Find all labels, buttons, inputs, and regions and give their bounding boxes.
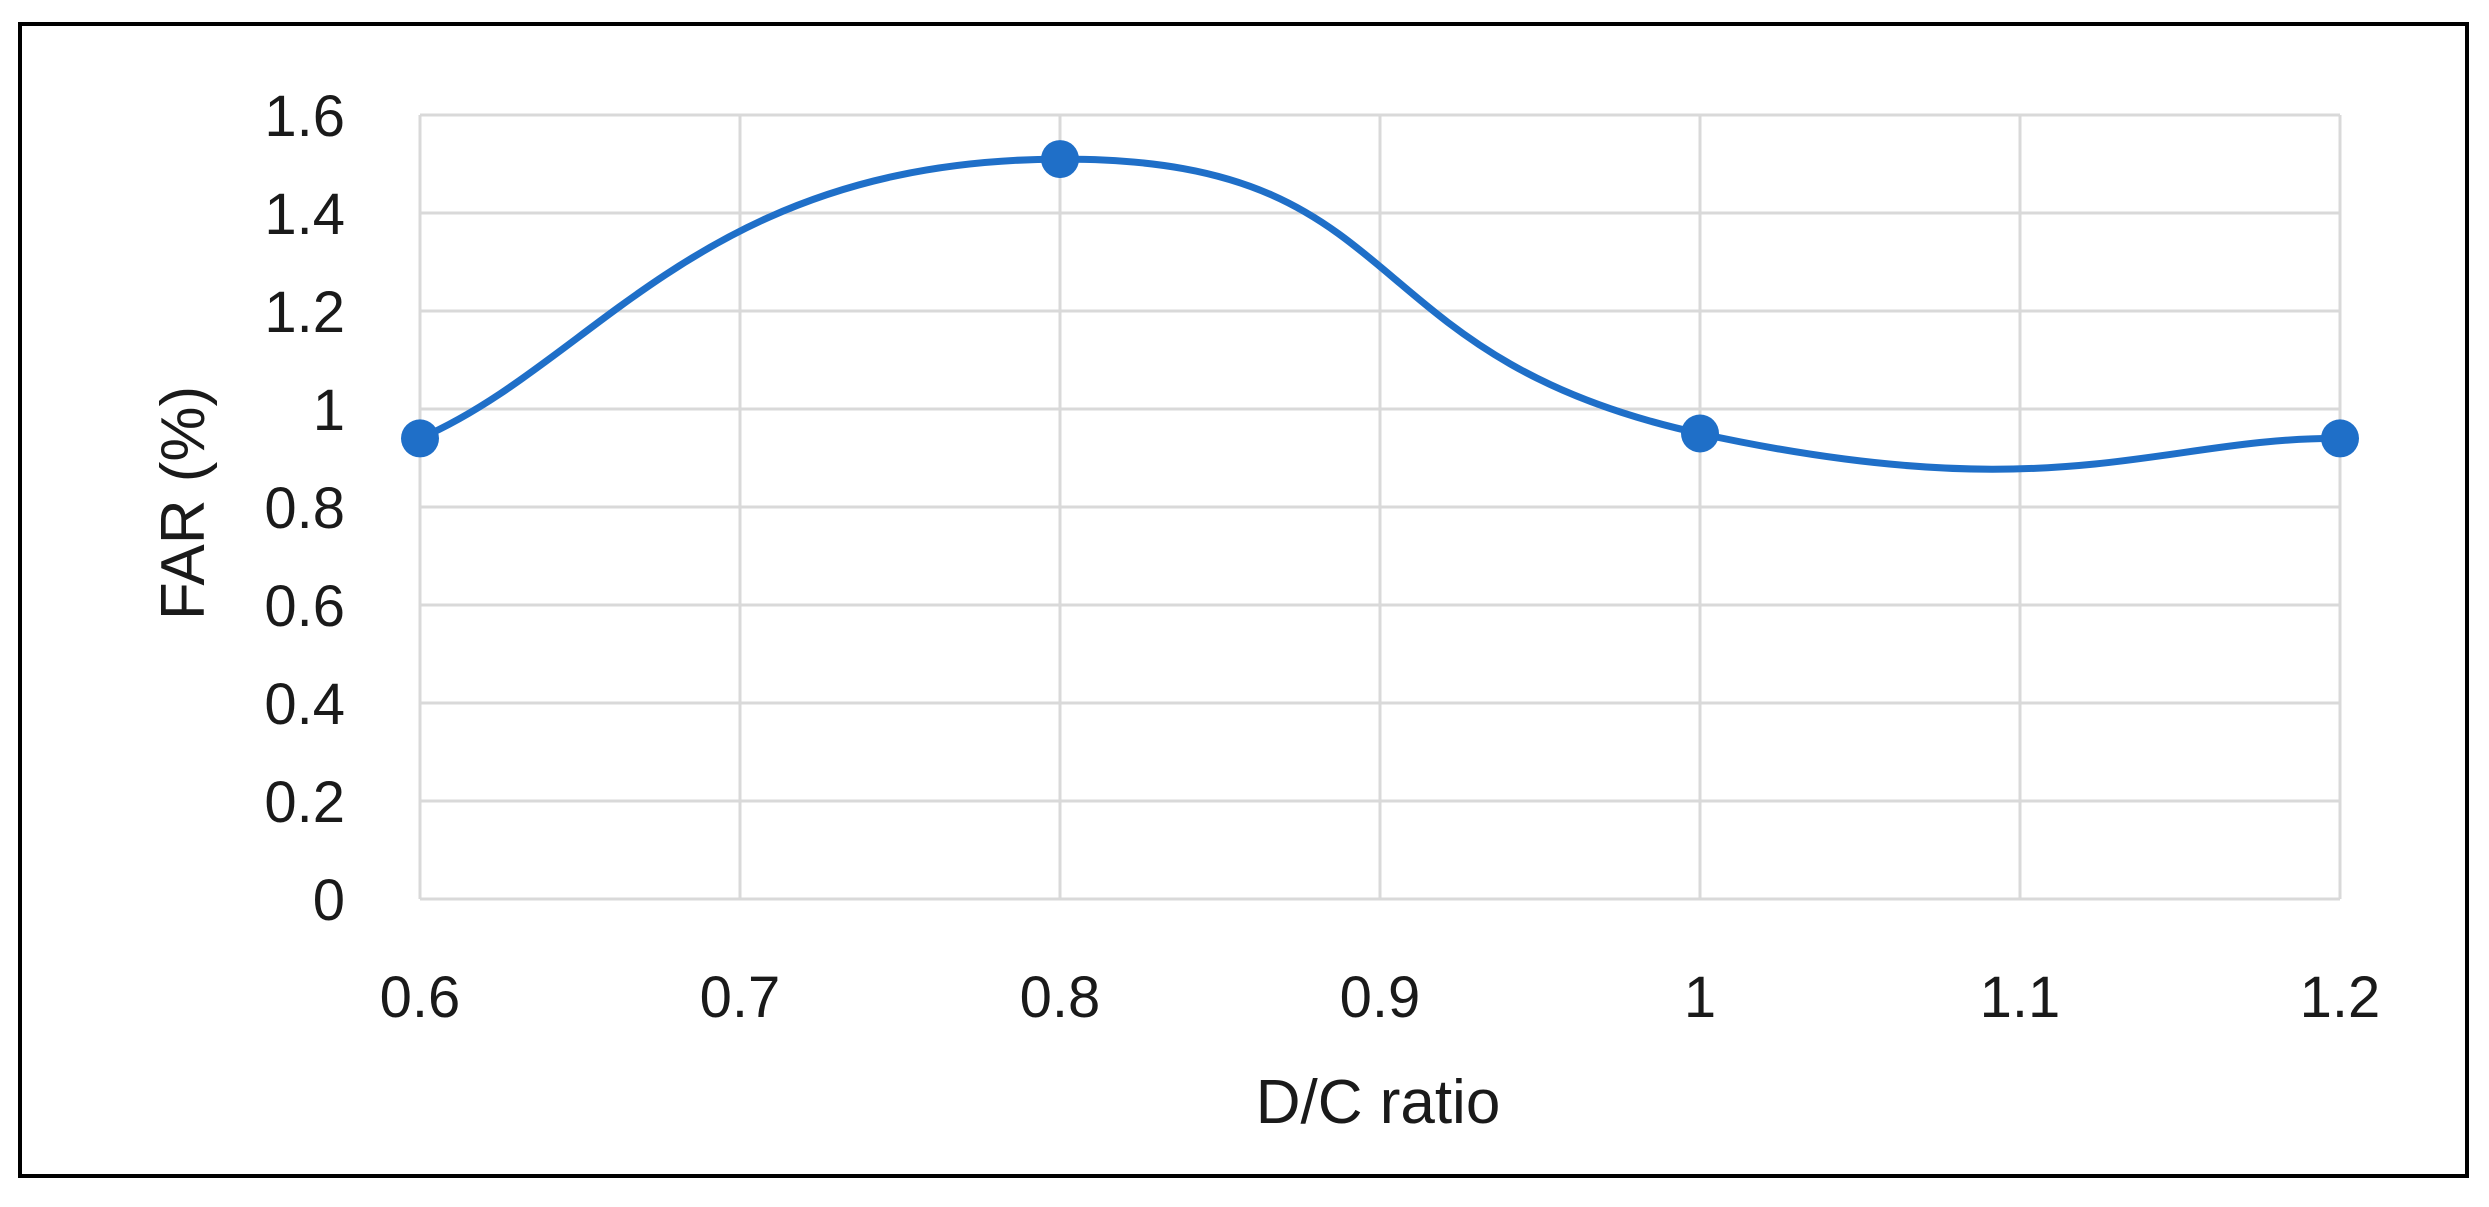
data-point xyxy=(1041,140,1079,179)
data-point xyxy=(1681,414,1719,453)
series-line xyxy=(416,155,2344,473)
y-tick-label: 0.4 xyxy=(264,672,345,737)
x-tick-labels: 0.6 0.7 0.8 0.9 1 1.1 1.2 xyxy=(380,965,2381,1030)
y-tick-label: 0.2 xyxy=(264,770,345,835)
gridlines xyxy=(418,113,2342,901)
x-tick-label: 1 xyxy=(1684,965,1716,1030)
y-tick-label: 0 xyxy=(313,868,345,933)
chart-border xyxy=(18,22,2469,1178)
x-tick-label: 1.2 xyxy=(2300,965,2381,1030)
x-tick-label: 0.7 xyxy=(700,965,781,1030)
data-point xyxy=(2321,419,2359,458)
x-tick-label: 0.9 xyxy=(1340,965,1421,1030)
y-tick-label: 0.6 xyxy=(264,574,345,639)
x-tick-label: 0.6 xyxy=(380,965,461,1030)
x-axis-label: D/C ratio xyxy=(1256,1068,1501,1137)
y-tick-label: 1.6 xyxy=(264,84,345,149)
y-tick-label: 1 xyxy=(313,378,345,443)
series-layer xyxy=(401,140,2359,473)
x-tick-label: 0.8 xyxy=(1020,965,1101,1030)
x-tick-label: 1.1 xyxy=(1980,965,2061,1030)
y-tick-label: 1.4 xyxy=(264,182,345,247)
y-tick-label: 0.8 xyxy=(264,476,345,541)
y-tick-labels: 0 0.2 0.4 0.6 0.8 1 1.2 1.4 1.6 xyxy=(264,84,345,933)
y-tick-label: 1.2 xyxy=(264,280,345,345)
y-axis-label: FAR (%) xyxy=(149,386,218,620)
data-point xyxy=(401,419,439,458)
